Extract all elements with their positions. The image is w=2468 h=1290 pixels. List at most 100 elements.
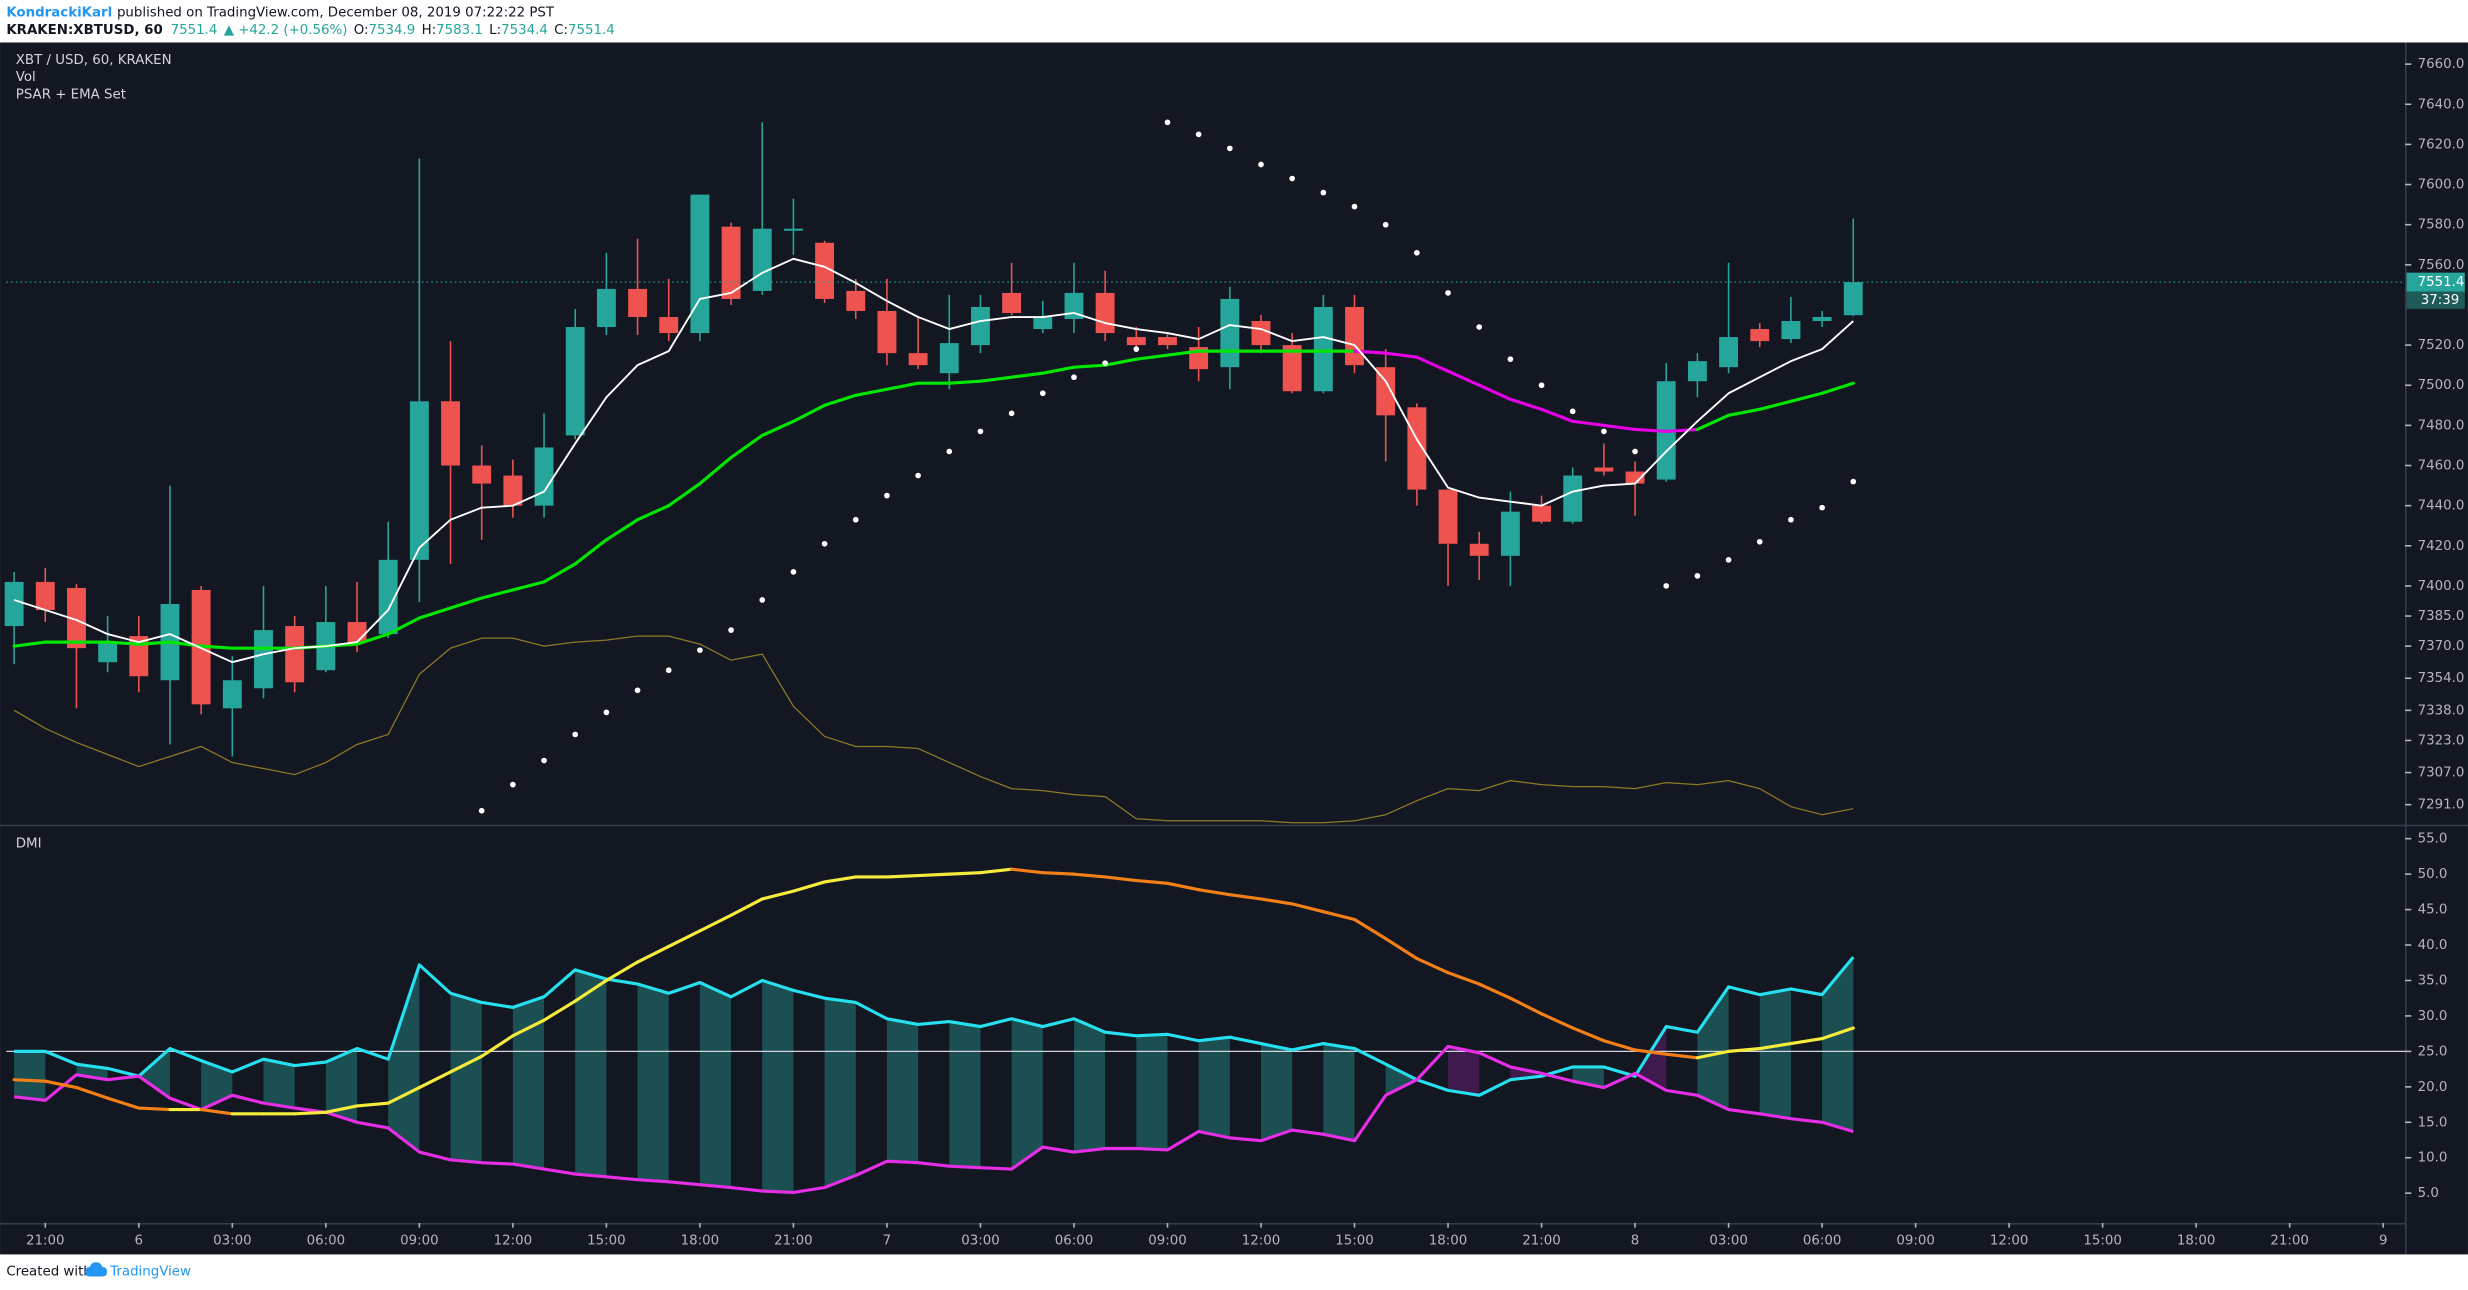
psar-dot [977,428,984,435]
brand-logo [85,1262,108,1277]
line-segment [542,999,577,1022]
psar-dot [478,807,485,814]
candle-body [1064,292,1084,320]
psar-dot [1414,249,1420,256]
line-segment [1571,1026,1606,1043]
candle-body [1843,282,1863,316]
y-tick-label: 7480.0 [2418,418,2465,433]
countdown-box [2406,291,2465,309]
dmi-fill [699,982,732,1188]
dmi-fill [1260,1043,1293,1141]
line-segment [729,897,764,917]
line-segment [106,1096,141,1110]
line-segment [667,929,702,949]
candle-body [129,636,149,677]
candle-body [534,447,554,506]
candle-body [222,680,242,709]
candle-body [441,401,460,466]
line-segment [448,596,484,610]
candle-body [254,630,273,689]
line-segment [978,375,1014,383]
y-tick-label: 7660.0 [2418,57,2465,72]
candle-body [721,226,741,299]
line-segment [885,873,920,879]
line-segment [1571,419,1606,427]
y-tick-label: 40.0 [2418,938,2448,953]
dmi-fill [1822,957,1854,1132]
x-tick-label: 8 [1631,1233,1640,1248]
candle-body [347,622,367,643]
line-segment [1602,423,1637,431]
dmi-fill [1073,1018,1106,1153]
line-segment [1758,1042,1793,1051]
line-segment [1197,888,1232,897]
dmi-fill [450,993,482,1163]
dmi-fill [762,980,794,1193]
psar-dot [1569,408,1576,415]
candle-body [1282,345,1302,392]
x-tick-label: 09:00 [1148,1233,1187,1248]
dmi-fill [1011,1018,1043,1170]
candle-body [628,288,648,318]
candle-body [1407,407,1427,490]
symbol: KRAKEN:XBTUSD, 60 [6,23,162,38]
line-segment [1727,407,1762,417]
y-tick-label: 35.0 [2418,973,2448,988]
psar-dot [728,627,734,633]
candle-body [1220,298,1240,368]
psar-dot [1320,189,1327,196]
line-segment [480,1034,515,1058]
dmi-fill [512,996,545,1170]
x-tick-label: 15:00 [587,1233,626,1248]
candle-body [846,290,866,311]
line-segment [293,1110,328,1116]
close-label: C: [554,23,568,38]
x-tick-label: 15:00 [2083,1233,2122,1248]
author[interactable]: KondrackiKarl [6,6,112,21]
psar-dot [1102,360,1108,366]
candle-body [472,465,492,484]
y-tick-label: 7420.0 [2418,539,2465,554]
dmi-fill [637,984,669,1182]
line-segment [791,403,827,423]
line-segment [511,1018,546,1038]
psar-dot [1351,203,1358,210]
candle-body [503,475,523,506]
line-segment [1384,351,1419,359]
y-tick-label: 7354.0 [2418,671,2465,686]
line-segment [1228,893,1263,901]
line-segment [542,562,577,584]
dmi-fill [263,1059,295,1109]
line-segment [1758,399,1793,411]
brand[interactable]: TradingView [109,1265,191,1280]
line-segment [1508,397,1544,411]
line-segment [947,379,983,385]
y-tick-label: 7640.0 [2418,97,2465,112]
psar-dot [665,667,672,674]
candle-body [35,581,55,611]
line-segment [448,1054,484,1074]
y-tick-label: 30.0 [2418,1009,2448,1024]
psar-dot [1008,410,1015,417]
y-tick-label: 45.0 [2418,903,2448,918]
y-tick-label: 7460.0 [2418,459,2465,474]
line-segment [1103,357,1138,367]
psar-dot [1226,145,1233,152]
dmi-fill [1385,1064,1417,1096]
psar-dot [915,472,921,479]
x-tick-label: 03:00 [961,1233,1000,1248]
x-tick-label: 06:00 [1803,1233,1842,1248]
candle-body [1376,367,1396,416]
candle-body [659,317,679,334]
candle-body [409,401,429,560]
change: ▲ +42.2 (+0.56%) [224,23,348,38]
last-price-box [2406,272,2465,292]
candle-body [1563,475,1583,522]
indicator-label: Vol [16,70,36,85]
candle-body [1313,306,1333,392]
line-segment [1041,871,1076,876]
line-segment [823,393,858,407]
psar-dot [1133,346,1140,352]
candle-body [1719,337,1739,368]
candle-body [285,626,305,683]
